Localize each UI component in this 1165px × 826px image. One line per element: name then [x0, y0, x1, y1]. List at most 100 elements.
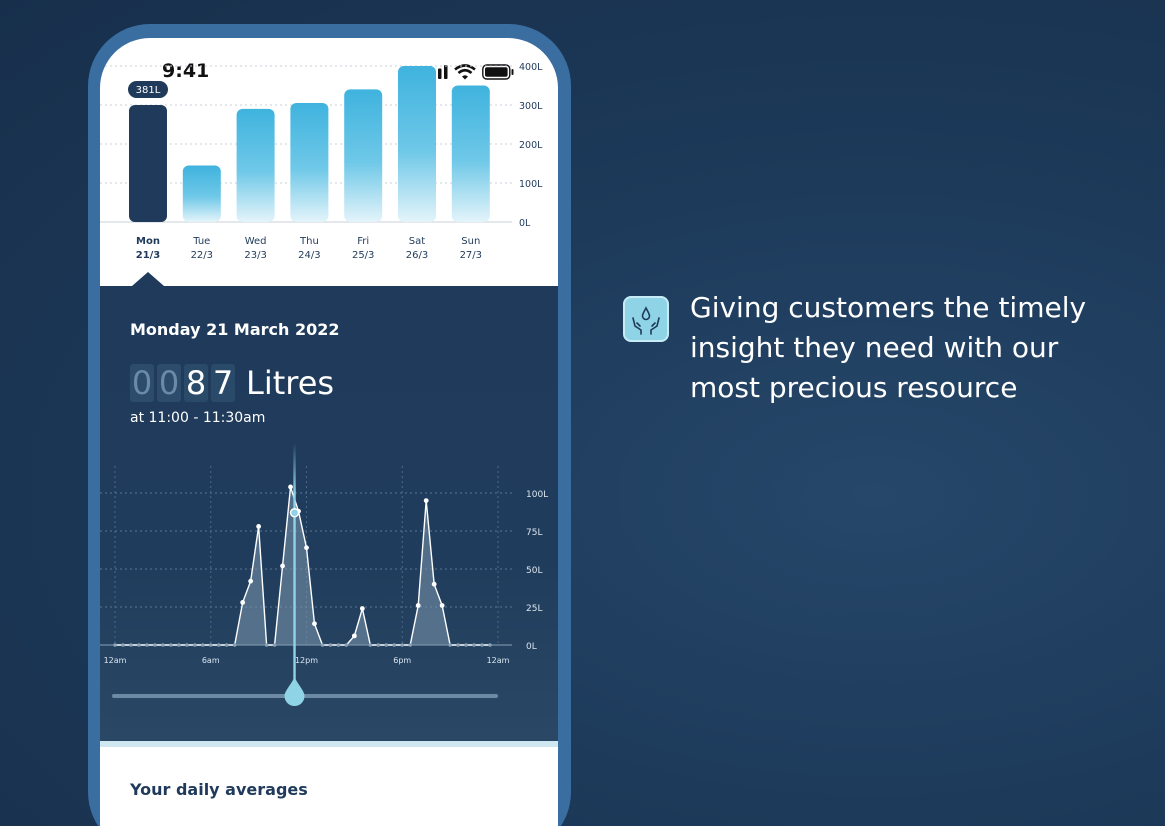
- data-point[interactable]: [169, 643, 173, 647]
- y-tick-label: 0L: [519, 218, 531, 229]
- bar[interactable]: [344, 89, 383, 223]
- data-point[interactable]: [208, 643, 213, 647]
- data-point[interactable]: [351, 633, 357, 639]
- data-point[interactable]: [248, 578, 254, 584]
- data-point[interactable]: [177, 643, 181, 647]
- headline-line: Giving customers the timely: [690, 291, 1087, 324]
- data-point[interactable]: [129, 643, 133, 647]
- data-point[interactable]: [121, 643, 125, 647]
- y-tick-label: 100L: [526, 490, 548, 500]
- data-point[interactable]: [359, 606, 365, 611]
- data-point[interactable]: [113, 643, 117, 647]
- selected-day-pointer: [132, 272, 164, 286]
- x-day-label: Sat: [409, 236, 425, 247]
- data-point[interactable]: [376, 643, 381, 647]
- x-day-label: Fri: [357, 236, 369, 247]
- section-divider: [100, 741, 558, 747]
- x-day-label: Sun: [461, 236, 480, 247]
- data-point[interactable]: [137, 643, 141, 647]
- data-point[interactable]: [472, 643, 476, 647]
- data-point[interactable]: [185, 643, 189, 647]
- y-tick-label: 0L: [526, 642, 537, 652]
- data-point[interactable]: [145, 643, 149, 647]
- x-day-label: Wed: [245, 236, 267, 247]
- data-point[interactable]: [280, 563, 285, 569]
- data-point[interactable]: [448, 643, 452, 647]
- y-tick-label: 50L: [526, 566, 542, 576]
- bar[interactable]: [182, 165, 221, 222]
- data-point[interactable]: [464, 643, 468, 647]
- y-tick-label: 400L: [519, 62, 543, 73]
- x-date-label: 23/3: [244, 250, 266, 261]
- data-point[interactable]: [216, 643, 221, 647]
- data-point[interactable]: [153, 643, 157, 647]
- marketing-headline: Giving customers the timely insight they…: [690, 288, 1130, 408]
- data-point[interactable]: [224, 643, 229, 647]
- data-point[interactable]: [288, 484, 293, 490]
- data-point[interactable]: [415, 603, 421, 608]
- app-screen: 9:41 400L 300L 200L 100L 0L Mon 21/3 381L Tue 22/…: [100, 38, 558, 826]
- data-point[interactable]: [240, 600, 246, 605]
- y-tick-label: 75L: [526, 528, 542, 538]
- x-tick-label: 6am: [202, 656, 220, 665]
- x-tick-label: 6pm: [393, 656, 411, 665]
- x-date-label: 22/3: [191, 250, 213, 261]
- scrubber-line: [293, 443, 296, 693]
- data-point[interactable]: [304, 545, 309, 551]
- x-day-label: Mon: [136, 236, 160, 247]
- counter-digit: 7: [211, 364, 235, 402]
- counter-unit: Litres: [246, 364, 335, 402]
- data-point[interactable]: [256, 524, 262, 529]
- data-point[interactable]: [272, 643, 277, 647]
- data-point[interactable]: [384, 643, 389, 647]
- data-point[interactable]: [423, 498, 429, 503]
- data-point[interactable]: [161, 643, 165, 647]
- x-date-label: 25/3: [352, 250, 374, 261]
- status-bar: 9:41: [100, 38, 558, 88]
- data-point[interactable]: [232, 643, 237, 647]
- bar[interactable]: [398, 66, 436, 222]
- data-point[interactable]: [192, 643, 197, 647]
- data-point[interactable]: [431, 581, 437, 587]
- data-point[interactable]: [320, 643, 325, 647]
- selected-date-title: Monday 21 March 2022: [130, 320, 340, 339]
- data-point[interactable]: [336, 643, 341, 647]
- headline-line: most precious resource: [690, 371, 1018, 404]
- data-point[interactable]: [456, 643, 460, 647]
- data-point[interactable]: [488, 643, 492, 647]
- x-date-label: 24/3: [298, 250, 320, 261]
- data-point[interactable]: [408, 643, 413, 647]
- x-day-label: Thu: [299, 236, 319, 247]
- data-point[interactable]: [439, 603, 445, 608]
- selected-value-badge: [128, 81, 168, 98]
- daily-averages-title: Your daily averages: [130, 780, 308, 799]
- data-point[interactable]: [264, 643, 269, 647]
- usage-detail-panel: Monday 21 March 2022 0 0 8 7 Litres at 1…: [100, 272, 558, 741]
- data-point[interactable]: [344, 643, 349, 647]
- data-point[interactable]: [328, 643, 333, 647]
- selected-time-range: at 11:00 - 11:30am: [130, 410, 266, 426]
- daily-usage-chart[interactable]: 100L 75L 50L 25L 0L 12am 6am 12pm 6pm 12am: [100, 286, 558, 741]
- data-point[interactable]: [312, 621, 317, 627]
- y-tick-label: 300L: [519, 101, 543, 112]
- data-point[interactable]: [200, 643, 205, 647]
- slider-drop-handle[interactable]: [284, 677, 305, 706]
- x-tick-label: 12am: [487, 656, 510, 665]
- bar[interactable]: [290, 103, 329, 222]
- x-tick-label: 12pm: [295, 656, 318, 665]
- x-date-label: 21/3: [136, 250, 161, 261]
- data-point[interactable]: [392, 643, 397, 647]
- y-tick-label: 25L: [526, 604, 542, 614]
- counter-digit: 8: [184, 364, 208, 402]
- x-date-label: 27/3: [460, 250, 482, 261]
- data-point[interactable]: [400, 643, 405, 647]
- selected-point[interactable]: [289, 508, 300, 518]
- y-tick-label: 100L: [519, 179, 543, 190]
- bar[interactable]: [129, 105, 167, 222]
- data-point[interactable]: [480, 643, 484, 647]
- bar[interactable]: [236, 108, 275, 222]
- data-point[interactable]: [368, 643, 373, 647]
- bar[interactable]: [451, 85, 490, 223]
- usage-area: [115, 486, 491, 645]
- time-slider-track[interactable]: [112, 694, 498, 698]
